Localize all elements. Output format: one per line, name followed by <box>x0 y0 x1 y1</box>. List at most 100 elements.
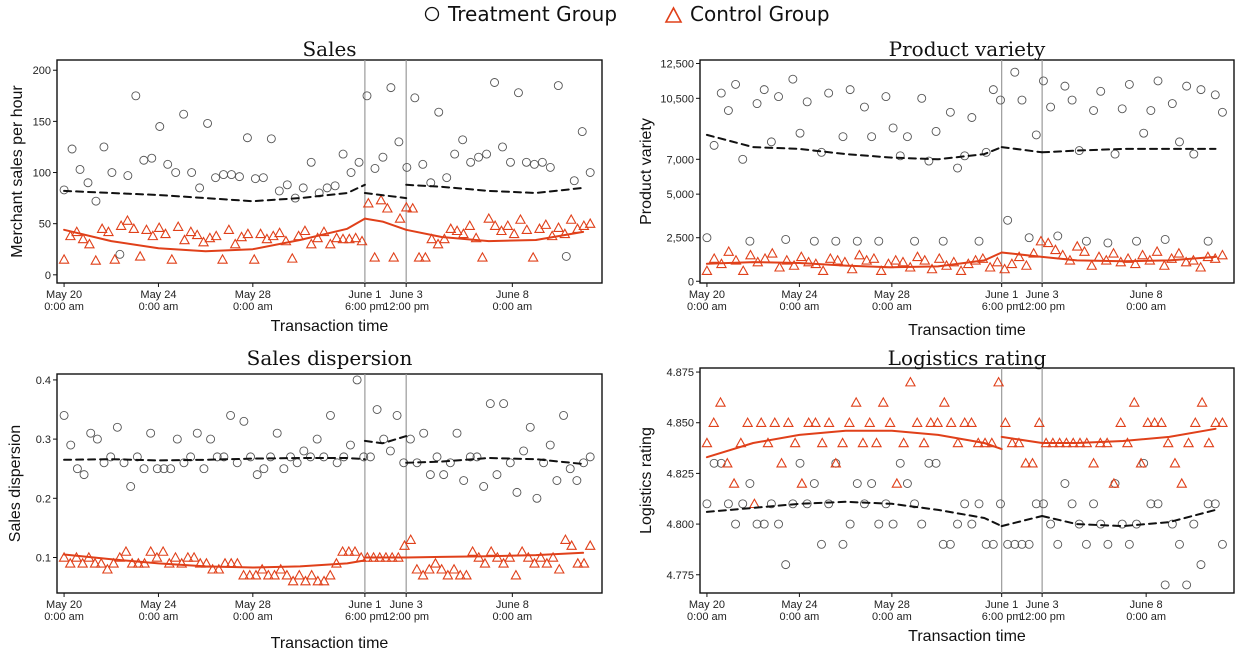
x-axis-label: Transaction time <box>908 628 1026 645</box>
control-trend-line <box>1000 251 1044 258</box>
treatment-point <box>585 168 595 177</box>
control-point <box>1088 457 1100 468</box>
treatment-point <box>319 452 329 462</box>
treatment-point <box>359 452 369 462</box>
control-point <box>837 437 849 448</box>
control-point <box>999 263 1011 274</box>
control-point <box>337 233 349 244</box>
control-point <box>701 265 713 276</box>
treatment-point <box>1124 79 1134 89</box>
control-point <box>897 256 909 267</box>
control-point <box>238 569 250 580</box>
x-tick-label: 6:00 pm <box>982 611 1022 623</box>
treatment-point <box>702 233 712 243</box>
treatment-point <box>252 470 262 480</box>
control-point <box>1196 396 1208 407</box>
treatment-point <box>219 452 229 462</box>
treatment-point <box>895 151 905 161</box>
control-point <box>318 575 330 586</box>
control-point <box>275 563 287 574</box>
control-point <box>213 563 225 574</box>
treatment-point <box>152 464 162 474</box>
treatment-point <box>1046 519 1056 529</box>
control-point <box>70 551 82 562</box>
control-point <box>875 265 887 276</box>
plot-area <box>699 59 1235 284</box>
treatment-point <box>845 85 855 95</box>
control-point <box>1115 416 1127 427</box>
treatment-point <box>545 162 555 172</box>
treatment-point <box>838 539 848 549</box>
control-point <box>128 223 140 234</box>
treatment-trend-line <box>405 183 585 194</box>
treatment-point <box>211 173 220 183</box>
control-point <box>400 201 412 212</box>
treatment-point <box>126 482 136 491</box>
control-point <box>306 569 318 580</box>
chart-panel-3: Sales dispersion Sales dispersion Transact… <box>7 346 603 652</box>
treatment-point <box>553 81 563 91</box>
control-point <box>1107 247 1120 258</box>
treatment-point <box>159 464 169 474</box>
control-point <box>1078 245 1091 256</box>
treatment-point <box>1096 519 1106 529</box>
control-point <box>151 551 163 562</box>
x-tick-label: June 8 <box>496 289 529 301</box>
control-point <box>280 235 292 246</box>
control-point <box>293 569 305 580</box>
treatment-point <box>75 165 85 174</box>
control-point <box>343 233 355 244</box>
treatment-point <box>1196 560 1206 570</box>
control-point <box>1108 477 1120 488</box>
control-point <box>413 251 425 262</box>
control-point <box>483 212 495 223</box>
x-tick-label: June 3 <box>390 289 423 301</box>
treatment-point <box>545 440 555 450</box>
treatment-point <box>306 452 315 462</box>
y-tick-label: 150 <box>33 116 51 128</box>
treatment-point <box>59 185 69 195</box>
control-point <box>521 224 533 235</box>
chart-title: Sales dispersion <box>247 346 413 370</box>
treatment-point <box>539 458 549 468</box>
treatment-point <box>492 470 502 480</box>
x-tick-label: 0:00 am <box>139 611 179 623</box>
treatment-point <box>938 236 948 246</box>
x-tick-label: May 20 <box>46 599 82 611</box>
treatment-point <box>888 519 898 529</box>
treatment-point <box>910 236 920 246</box>
control-point <box>510 569 522 580</box>
control-point <box>723 245 735 256</box>
control-point <box>522 551 534 562</box>
treatment-point <box>931 126 941 136</box>
control-point <box>508 228 520 239</box>
treatment-point <box>505 458 515 468</box>
treatment-trend-line <box>1041 147 1217 154</box>
treatment-point <box>945 539 955 549</box>
control-point <box>926 263 938 274</box>
control-point <box>932 416 944 427</box>
treatment-point <box>1081 539 1091 549</box>
treatment-point <box>1103 238 1113 248</box>
control-point <box>755 416 767 427</box>
control-point <box>476 251 488 262</box>
control-point <box>324 238 336 249</box>
treatment-point <box>988 85 998 95</box>
control-point <box>417 569 429 580</box>
treatment-point <box>1146 106 1156 115</box>
control-point <box>460 569 472 580</box>
treatment-point <box>242 133 252 143</box>
control-point <box>762 437 774 448</box>
treatment-point <box>1196 85 1206 95</box>
control-trend-line <box>363 217 408 231</box>
treatment-trend-line <box>363 192 408 200</box>
treatment-point <box>1175 137 1184 147</box>
treatment-point <box>1153 76 1163 86</box>
treatment-point <box>731 79 741 89</box>
x-tick-label: May 24 <box>140 289 176 301</box>
control-point <box>1169 457 1181 468</box>
control-point <box>153 222 165 232</box>
control-point <box>287 575 299 586</box>
treatment-point <box>474 152 484 162</box>
control-point <box>955 265 967 276</box>
